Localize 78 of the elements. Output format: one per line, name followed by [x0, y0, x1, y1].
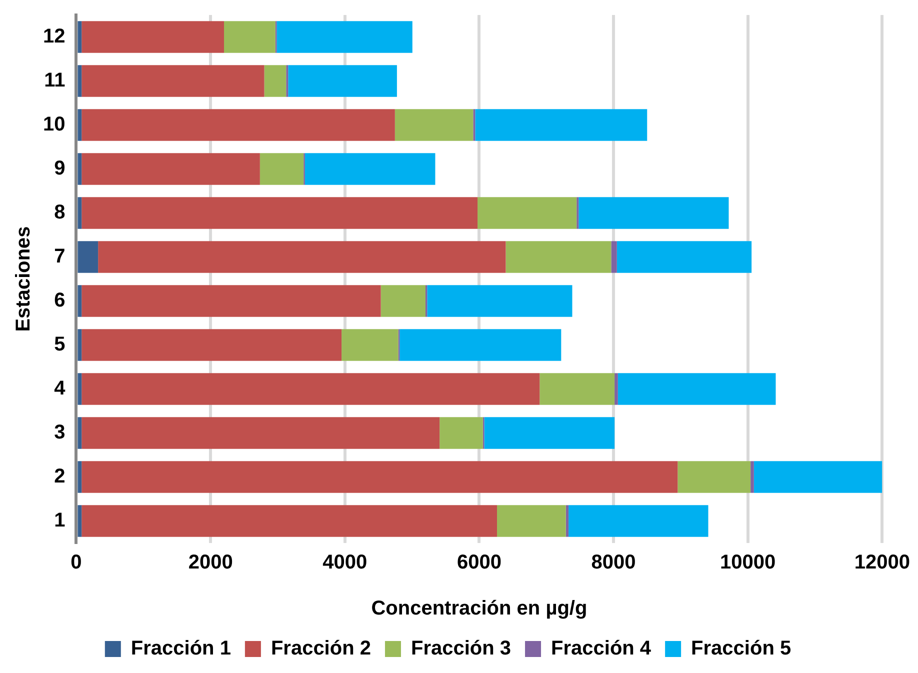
bar: [566, 505, 569, 537]
bar: [750, 461, 754, 493]
bar: [568, 505, 708, 537]
bar: [394, 109, 474, 141]
legend-label: Fracción 3: [410, 638, 512, 660]
y-axis-title: Estaciones: [12, 226, 35, 332]
x-tick-label: 6000: [456, 552, 502, 574]
y-tick-label: 4: [54, 378, 66, 400]
bar: [78, 65, 82, 97]
bar: [616, 241, 752, 273]
bar: [82, 285, 381, 317]
bar: [304, 153, 436, 185]
bar: [754, 461, 882, 493]
bar: [540, 373, 615, 405]
bar: [78, 461, 82, 493]
bar: [82, 153, 260, 185]
x-tick-label: 8000: [591, 552, 636, 574]
y-tick-label: 7: [54, 246, 66, 268]
x-tick-label: 4000: [322, 552, 368, 574]
x-axis-title: Concentración en µg/g: [371, 598, 588, 620]
y-tick-label: 9: [54, 158, 66, 180]
y-tick-label: 11: [44, 70, 66, 92]
bar: [78, 241, 98, 273]
bar: [264, 65, 286, 97]
bar: [276, 21, 412, 53]
bar: [484, 417, 615, 449]
y-tick-label: 10: [42, 114, 66, 136]
bar: [506, 241, 612, 273]
bar: [82, 461, 678, 493]
bar: [82, 21, 224, 53]
bar: [497, 505, 566, 537]
legend-label: Fracción 4: [551, 638, 652, 660]
bar: [78, 109, 82, 141]
bar: [618, 373, 776, 405]
bar: [82, 109, 395, 141]
bar: [78, 153, 82, 185]
bar: [288, 65, 397, 97]
bar: [440, 417, 483, 449]
bar: [578, 197, 729, 229]
bar: [78, 197, 82, 229]
x-tick-label: 0: [70, 552, 82, 574]
bar: [260, 153, 304, 185]
x-tick-label: 10000: [720, 552, 776, 574]
y-tick-label: 2: [54, 466, 66, 488]
bar: [98, 241, 506, 273]
x-tick-label: 2000: [188, 552, 233, 574]
y-tick-label: 6: [54, 290, 66, 312]
bar: [82, 505, 498, 537]
bar: [82, 417, 440, 449]
bar: [611, 241, 617, 273]
bar: [427, 285, 572, 317]
y-tick-label: 5: [54, 334, 66, 356]
bar: [678, 461, 751, 493]
bar: [82, 329, 342, 361]
bar: [400, 329, 562, 361]
legend-label: Fracción 1: [130, 638, 231, 660]
bar: [78, 21, 82, 53]
bar: [380, 285, 426, 317]
bar: [342, 329, 398, 361]
legend-label: Fracción 2: [270, 638, 371, 660]
y-tick-label: 1: [54, 510, 66, 532]
bar: [78, 373, 82, 405]
bar: [82, 373, 540, 405]
bar: [478, 197, 577, 229]
bar: [78, 505, 82, 537]
bar: [78, 329, 82, 361]
bar: [82, 65, 264, 97]
bar: [224, 21, 276, 53]
legend-label: Fracción 5: [691, 638, 792, 660]
bar: [475, 109, 648, 141]
y-tick-label: 8: [54, 202, 66, 224]
bar: [614, 373, 618, 405]
x-tick-label: 12000: [854, 552, 910, 574]
y-tick-label: 3: [54, 422, 66, 444]
y-tick-label: 12: [42, 26, 66, 48]
bar: [78, 417, 82, 449]
bar: [78, 285, 82, 317]
bar: [82, 197, 478, 229]
